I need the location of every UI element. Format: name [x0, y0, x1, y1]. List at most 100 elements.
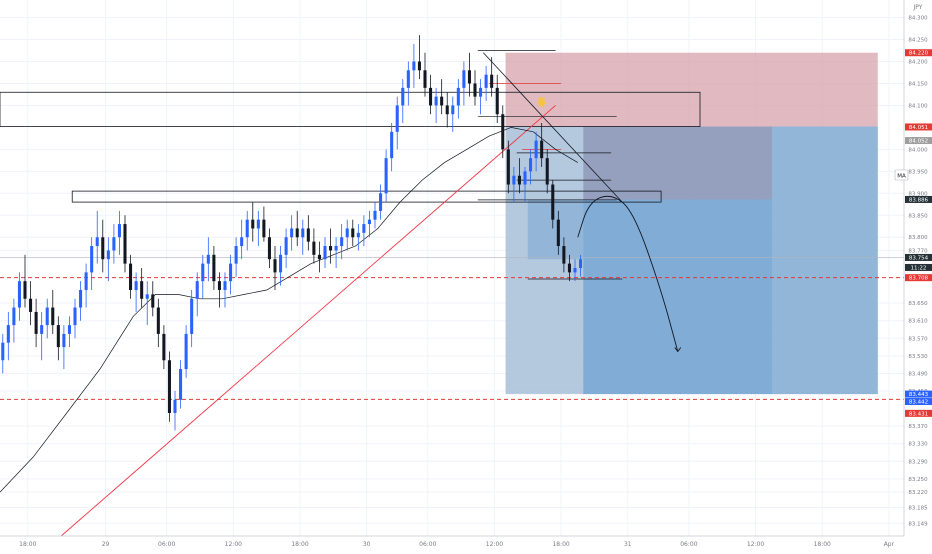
countdown-box: [905, 263, 932, 271]
candle: [56, 316, 60, 361]
time-tick-label: 18:00: [814, 541, 831, 548]
candle-body: [529, 158, 533, 172]
currency-label: JPY: [913, 4, 923, 11]
candle-body: [562, 246, 566, 264]
candle-body: [379, 193, 383, 211]
price-tick-label: 84.150: [908, 81, 928, 87]
candle-body: [212, 254, 216, 282]
price-tick-label: 83.850: [908, 213, 928, 219]
candle: [73, 298, 77, 339]
price-tick-label: 84.100: [908, 103, 928, 109]
candle-body: [473, 83, 477, 97]
candle: [345, 219, 349, 251]
candle-body: [373, 210, 377, 220]
time-axis-background: [0, 536, 932, 550]
candle-body: [23, 281, 27, 299]
candle: [329, 228, 333, 264]
time-tick-label: 06:00: [158, 541, 175, 548]
candle-body: [134, 281, 138, 290]
candle-body: [184, 333, 188, 370]
candle-body: [445, 105, 449, 115]
time-tick-label: Apr: [884, 541, 895, 548]
price-tick-label: 83.950: [908, 169, 928, 175]
trade-zone: [583, 199, 773, 395]
time-tick-label: 12:00: [747, 541, 764, 548]
candle-body: [534, 140, 538, 159]
candle-body: [417, 61, 421, 71]
candle: [229, 254, 233, 295]
candle-body: [84, 272, 88, 290]
candle: [279, 246, 283, 286]
candle-body: [429, 87, 433, 106]
candle: [95, 210, 99, 264]
candle: [45, 298, 49, 339]
price-badge: 83.886: [905, 195, 932, 203]
candle-body: [12, 307, 16, 326]
price-badge-label: 83.431: [909, 411, 928, 417]
trade-zone: [527, 199, 584, 260]
trade-zone: [772, 126, 878, 395]
price-tick-label: 83.650: [908, 301, 928, 307]
price-badge-label: 84.052: [909, 139, 928, 145]
candle-body: [395, 105, 399, 132]
candle: [156, 298, 160, 348]
candle-body: [173, 399, 177, 413]
candle: [201, 254, 205, 299]
candle-body: [312, 241, 316, 255]
candle: [473, 70, 477, 106]
candle-body: [340, 237, 344, 247]
price-badge-box: [905, 409, 932, 417]
price-tick-label: 84.300: [908, 16, 928, 22]
candle: [417, 35, 421, 80]
candle-body: [273, 259, 277, 273]
candle-body: [140, 281, 144, 299]
time-tick-label: 06:00: [419, 541, 436, 548]
candle: [573, 259, 577, 282]
candle-body: [29, 298, 33, 312]
candle: [373, 202, 377, 229]
price-badge-label: 84.220: [909, 51, 929, 57]
price-badge-box: [905, 137, 932, 145]
candle: [62, 325, 66, 370]
candle-body: [117, 224, 121, 238]
trade-zones: [505, 52, 878, 395]
candle-body: [356, 232, 360, 238]
price-badge: 83.431: [905, 409, 932, 417]
candle-body: [101, 237, 105, 260]
candle: [6, 311, 10, 361]
candle-body: [573, 268, 577, 273]
candle-body: [451, 105, 455, 115]
candle-body: [40, 325, 44, 334]
candle: [273, 246, 277, 290]
candle: [423, 52, 427, 97]
candle-body: [145, 294, 149, 299]
drawing-lines: [0, 50, 904, 537]
price-tick-label: 83.370: [908, 424, 928, 430]
time-tick-label: 12:00: [225, 541, 242, 548]
candle-body: [234, 246, 238, 264]
candle: [90, 237, 94, 290]
candle-body: [240, 237, 244, 247]
candle: [17, 272, 21, 321]
price-badge: 83.443: [905, 390, 932, 398]
price-tick-label: 84.000: [908, 147, 928, 153]
candle: [262, 206, 266, 242]
candle: [540, 123, 544, 167]
candle: [456, 79, 460, 119]
candle: [295, 210, 299, 247]
annotation-overlay: [536, 97, 682, 353]
candles: [1, 35, 583, 431]
candle-body: [45, 307, 49, 326]
candle: [184, 325, 188, 378]
indicator-badge[interactable]: MA: [894, 169, 909, 181]
price-tick-label: 83.530: [908, 354, 928, 360]
candle: [234, 237, 238, 277]
price-badge-label: 83.754: [909, 255, 929, 261]
candle-body: [73, 307, 77, 326]
candle-body: [323, 246, 327, 260]
candle: [579, 254, 583, 277]
candle: [429, 74, 433, 115]
candle: [106, 237, 110, 282]
